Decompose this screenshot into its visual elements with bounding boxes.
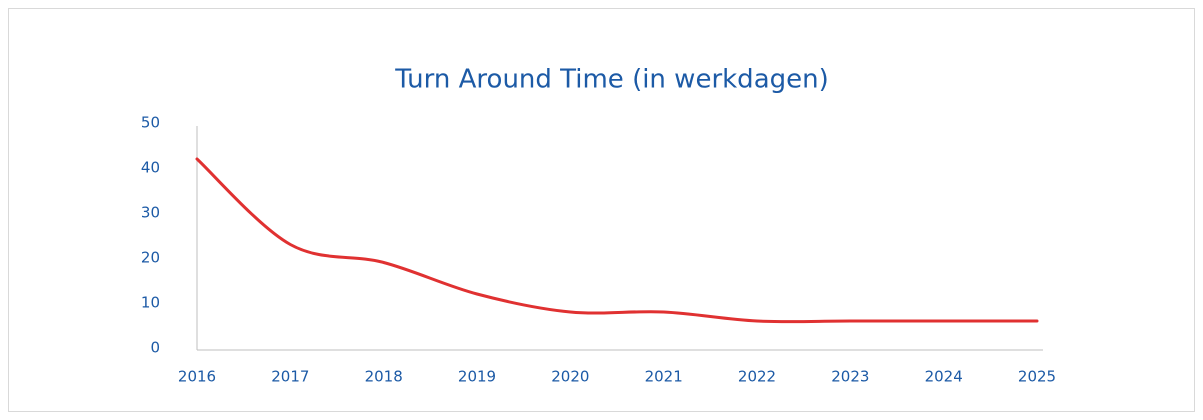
- x-tick-label: 2020: [551, 368, 589, 386]
- x-tick-label: 2019: [458, 368, 496, 386]
- y-tick-label: 10: [141, 294, 160, 312]
- y-tick-label: 40: [141, 159, 160, 177]
- x-tick-label: 2017: [271, 368, 309, 386]
- x-tick-label: 2021: [645, 368, 683, 386]
- y-tick-label: 30: [141, 204, 160, 222]
- x-tick-label: 2025: [1018, 368, 1056, 386]
- y-tick-label: 0: [150, 339, 160, 357]
- x-tick-label: 2024: [925, 368, 963, 386]
- chart-title: Turn Around Time (in werkdagen): [394, 65, 829, 95]
- line-series: [195, 157, 1039, 324]
- y-tick-label: 50: [141, 114, 160, 132]
- x-tick-label: 2023: [831, 368, 869, 386]
- x-tick-label: 2022: [738, 368, 776, 386]
- chart-frame: [8, 8, 1195, 412]
- y-tick-label: 20: [141, 249, 160, 267]
- x-tick-label: 2018: [365, 368, 403, 386]
- x-tick-label: 2016: [178, 368, 216, 386]
